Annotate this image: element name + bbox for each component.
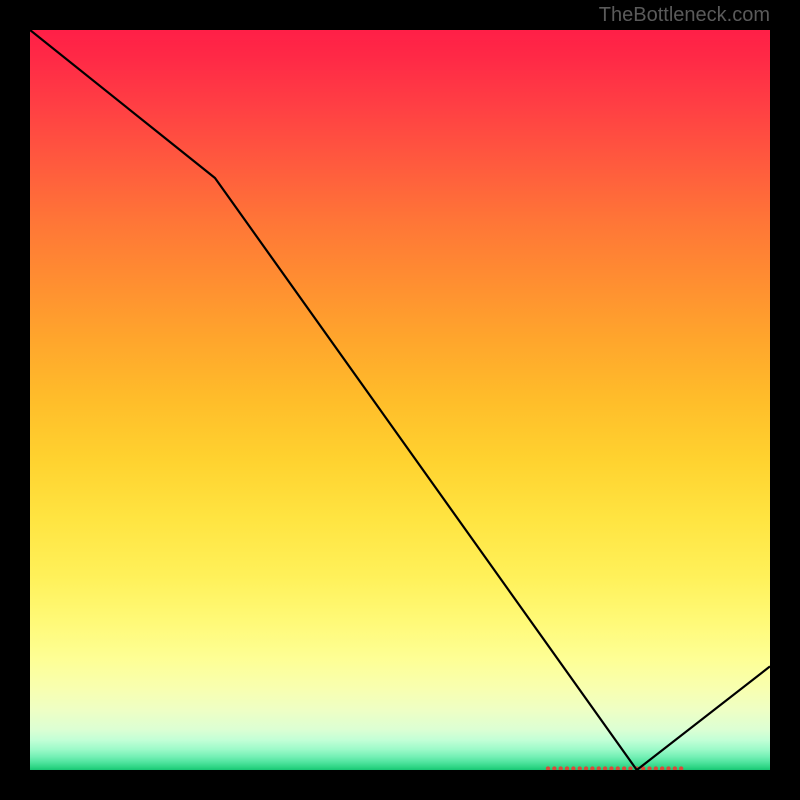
plot-area	[30, 30, 770, 770]
attribution-text: TheBottleneck.com	[599, 4, 770, 27]
chart-background	[30, 30, 770, 770]
chart-svg	[30, 30, 770, 770]
chart-container: TheBottleneck.com	[0, 0, 800, 800]
